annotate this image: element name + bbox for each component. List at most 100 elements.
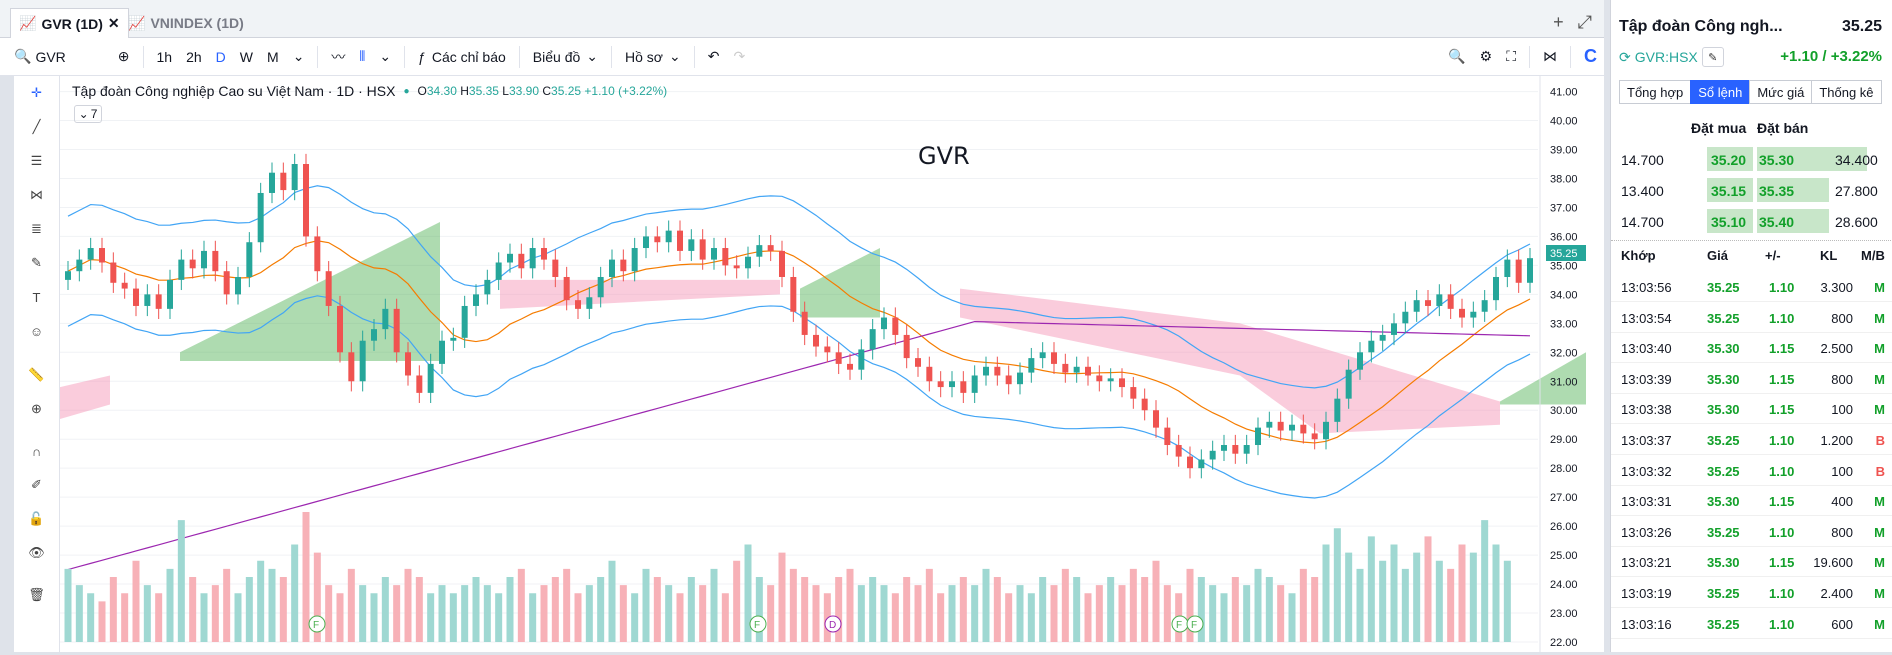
volume-bar [835, 577, 843, 642]
emoji-icon[interactable]: ☺ [29, 323, 44, 339]
match-side: M [1874, 371, 1885, 387]
volume-bar [597, 577, 605, 642]
crosshair-icon[interactable]: ✛ [31, 85, 42, 100]
chart-type-dropdown-icon[interactable]: ⌄ [379, 48, 392, 64]
interval-1h[interactable]: 1h [156, 48, 173, 65]
volume-bar [1129, 568, 1137, 642]
match-price: 35.25 [1707, 310, 1740, 326]
interval-dropdown-icon[interactable]: ⌄ [292, 48, 305, 64]
tab-vnindex[interactable]: 📈 VNINDEX (1D) [120, 8, 252, 38]
close-icon[interactable]: ✕ [107, 15, 120, 31]
fullscreen-icon[interactable]: ⛶ [1506, 48, 1516, 64]
bid-volume: 14.700 [1621, 214, 1664, 230]
trash-icon[interactable]: 🗑 [28, 587, 45, 602]
lock-drawing-icon[interactable]: ✐ [31, 477, 42, 492]
candle [1017, 372, 1023, 385]
eye-icon[interactable]: 👁 [28, 545, 45, 560]
match-volume: 600 [1831, 616, 1853, 632]
expand-icon[interactable]: ⤢ [1577, 12, 1592, 32]
tab-summary[interactable]: Tổng hợp [1619, 80, 1692, 104]
redo-icon[interactable]: ↷ [733, 48, 746, 64]
horizontal-lines-icon[interactable]: ☰ [30, 153, 43, 168]
line-chart-icon[interactable]: 〰 [331, 48, 346, 65]
candle [1085, 366, 1091, 376]
match-row[interactable]: 13:03:56 35.25 1.10 3.300 M [1611, 272, 1892, 302]
match-row[interactable]: 13:03:31 35.30 1.15 400 M [1611, 486, 1892, 517]
volume-bar [1503, 560, 1511, 642]
interval-w[interactable]: W [239, 48, 254, 65]
match-row[interactable]: 13:03:19 35.25 1.10 2.400 M [1611, 578, 1892, 608]
tab-price-levels[interactable]: Mức giá [1749, 80, 1813, 104]
interval-2h[interactable]: 2h [186, 48, 202, 65]
volume-bar [1322, 544, 1330, 642]
indicator-collapse-button[interactable]: ⌄ 7 [74, 105, 102, 123]
candle [949, 381, 955, 388]
volume-bar [993, 577, 1001, 642]
profile-menu-button[interactable]: Hồ sơ ⌄ [618, 38, 688, 75]
event-marker-f[interactable] [1186, 615, 1204, 633]
interval-m[interactable]: M [267, 48, 279, 65]
zoom-search-icon[interactable]: 🔍 [1448, 48, 1466, 64]
chart-area[interactable]: GVR F F D F F 41.00 40.00 39.00 38.00 37.00 3… [60, 76, 1604, 652]
add-symbol-button[interactable]: ⊕ [117, 48, 130, 64]
pattern-icon[interactable]: ⋈ [30, 187, 43, 202]
volume-bar [1084, 593, 1092, 642]
trendline-icon[interactable]: ╱ [32, 119, 41, 134]
volume-bar [710, 568, 718, 642]
match-row[interactable]: 13:03:40 35.30 1.15 2.500 M [1611, 333, 1892, 364]
price-chart[interactable]: GVR F F D F F 41.00 40.00 39.00 38.00 37.00 3… [60, 76, 1604, 652]
candle [155, 294, 162, 309]
magnet-icon[interactable]: ∩ [31, 443, 42, 459]
orderbook-row[interactable]: 13.400 35.15 35.35 27.800 [1611, 175, 1892, 205]
match-row[interactable]: 13:03:39 35.30 1.15 800 M [1611, 364, 1892, 394]
volume-bar [1118, 585, 1126, 642]
fib-icon[interactable]: ≣ [31, 221, 42, 236]
chart-menu-button[interactable]: Biểu đồ ⌄ [526, 38, 605, 75]
y-tick-label: 24.00 [1550, 579, 1578, 591]
symbol-label: GVR [35, 48, 66, 65]
match-row[interactable]: 13:03:32 35.25 1.10 100 B [1611, 456, 1892, 486]
candle [1073, 366, 1080, 373]
orderbook-row[interactable]: 14.700 35.20 35.30 34.400 [1611, 144, 1892, 174]
volume-bar [1288, 593, 1296, 642]
volume-bar [517, 568, 525, 642]
candle [303, 164, 309, 237]
volume-bar [1095, 585, 1103, 642]
gear-icon[interactable]: ⚙ [1479, 48, 1493, 64]
event-marker-f[interactable] [749, 615, 767, 633]
match-row[interactable]: 13:03:26 35.25 1.10 800 M [1611, 517, 1892, 547]
volume-bar [687, 577, 695, 642]
tab-gvr[interactable]: 📈 GVR (1D) ✕ [10, 8, 129, 38]
match-row[interactable]: 13:03:16 35.25 1.10 600 M [1611, 609, 1892, 639]
event-marker-d[interactable] [824, 615, 842, 633]
candle [1391, 323, 1397, 335]
indicators-button[interactable]: ƒ Các chỉ báo [411, 38, 513, 75]
event-marker-f[interactable] [308, 615, 326, 633]
brush-icon[interactable]: ✎ [31, 255, 42, 270]
candle [1062, 363, 1069, 373]
interval-d[interactable]: D [215, 48, 226, 65]
chart-menu-label: Biểu đồ [532, 48, 581, 65]
share-icon[interactable]: ⋈ [1543, 48, 1557, 64]
zoom-in-icon[interactable]: ⊕ [31, 401, 42, 416]
lock-icon[interactable]: 🔓 [28, 511, 45, 526]
tab-statistics[interactable]: Thống kê [1811, 80, 1882, 104]
volume-bar [166, 568, 174, 642]
ruler-icon[interactable]: 📏 [28, 367, 45, 382]
add-tab-icon[interactable]: + [1553, 12, 1564, 32]
volume-bar [540, 585, 548, 642]
match-row[interactable]: 13:03:38 35.30 1.15 100 M [1611, 394, 1892, 425]
match-change: 1.10 [1769, 616, 1795, 632]
tab-orderbook[interactable]: Sổ lệnh [1690, 80, 1751, 104]
chevron-down-icon: ⌄ [586, 48, 598, 64]
symbol-search[interactable]: 🔍 GVR [0, 38, 73, 75]
text-icon[interactable]: T [32, 289, 41, 305]
undo-icon[interactable]: ↶ [707, 48, 720, 64]
edit-button[interactable]: ✎ [1701, 47, 1724, 67]
match-row[interactable]: 13:03:37 35.25 1.10 1.200 B [1611, 425, 1892, 455]
match-row[interactable]: 13:03:21 35.30 1.15 19.600 M [1611, 547, 1892, 578]
candle [507, 253, 513, 263]
candle-chart-icon[interactable]: ⫴ [359, 48, 366, 64]
orderbook-row[interactable]: 14.700 35.10 35.40 28.600 [1611, 206, 1892, 236]
match-row[interactable]: 13:03:54 35.25 1.10 800 M [1611, 303, 1892, 333]
